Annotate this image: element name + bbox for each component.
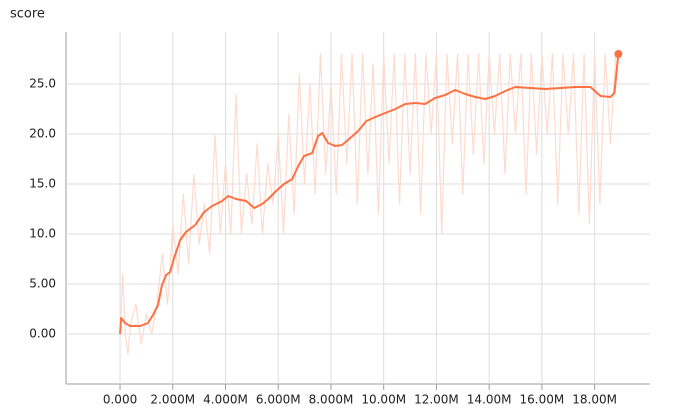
- y-tick-label: 0.00: [29, 327, 56, 341]
- data-line: [119, 53, 617, 355]
- x-tick-label: 2.000M: [150, 393, 195, 407]
- y-tick-label: 25.0: [29, 77, 56, 91]
- x-tick-label: 10.00M: [361, 393, 406, 407]
- chart-title: score: [10, 7, 45, 22]
- x-tick-label: 12.00M: [414, 393, 459, 407]
- x-tick-label: 18.00M: [572, 393, 617, 407]
- data-line: [119, 53, 620, 335]
- y-tick-label: 10.0: [29, 227, 56, 241]
- y-tick-label: 15.0: [29, 177, 56, 191]
- x-tick-label: 4.000M: [203, 393, 248, 407]
- x-tick-label: 0.000: [103, 393, 137, 407]
- x-tick-label: 16.00M: [520, 393, 565, 407]
- end-point: [614, 50, 623, 58]
- x-tick-label: 8.000M: [309, 393, 354, 407]
- x-tick-label: 14.00M: [467, 393, 512, 407]
- y-tick-label: 20.0: [29, 127, 56, 141]
- x-tick-label: 6.000M: [256, 393, 301, 407]
- y-tick-label: 5.00: [29, 277, 56, 291]
